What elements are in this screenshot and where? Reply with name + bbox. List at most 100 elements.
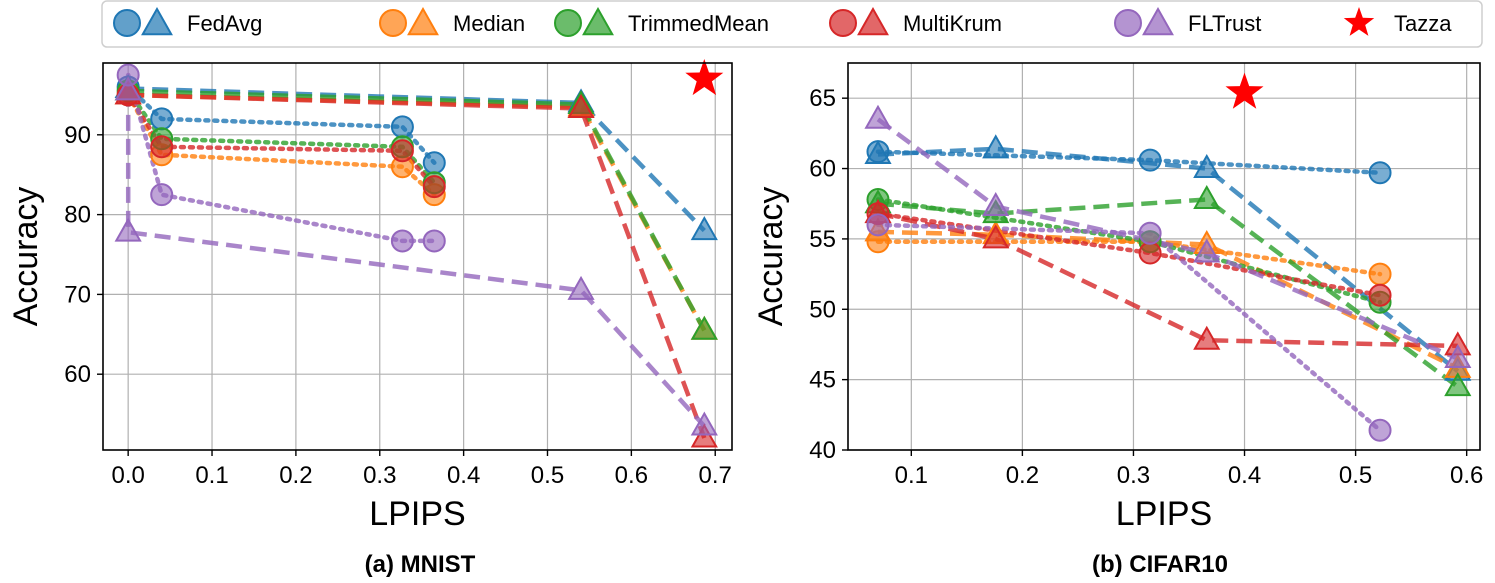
legend-item-trimmedmean: TrimmedMean [554,6,769,37]
data-point-multikrum [567,93,595,118]
data-point-fltrust [866,213,890,237]
legend-circle-icon [113,9,141,37]
grid [848,63,1480,451]
data-point-multikrum [422,175,446,199]
data-point-multikrum [390,139,414,163]
y-tick-label: 55 [809,226,836,253]
y-tick-label: 60 [809,156,836,183]
data-point-fltrust [690,411,718,436]
legend-label: FedAvg [187,11,262,36]
legend-item-tazza: Tazza [1343,7,1452,36]
series-line-trimmedmean-circle [125,88,437,185]
plot-area [864,104,1472,442]
data-point-multikrum [690,423,718,448]
axes-frame [847,62,1481,451]
axes-frame [102,62,733,451]
grid [103,63,732,450]
data-point-trimmedmean [1193,184,1221,210]
legend-triangle-icon [582,6,614,36]
legend-item-median: Median [379,6,525,37]
chart-panel-cifar10: 0.1 0.2 0.3 0.4 0.5 0.6 40 45 50 55 60 65 LPIPS Accur… [752,62,1483,578]
data-point-fltrust [1193,238,1221,263]
y-tick-label: 65 [809,85,836,112]
data-point-fedavg [690,216,718,241]
data-point-multikrum [982,224,1010,249]
data-point-fltrust [422,229,446,253]
x-axis-label: LPIPS [369,495,465,533]
x-tick-label: 0.2 [1006,462,1039,489]
y-tick-label: 60 [64,361,91,388]
x-tick-label: 0.0 [111,462,144,489]
x-tick-label: 0.4 [1228,462,1261,489]
y-tick-label: 45 [809,367,836,394]
legend-label: Median [453,11,525,36]
legend-circle-icon [829,9,857,37]
x-axis-label: LPIPS [1116,495,1212,533]
panel-caption: (a) MNIST [365,551,476,578]
data-point-multikrum [150,135,174,159]
series-line-median-circle [125,92,437,197]
x-tick-label: 0.5 [1339,462,1372,489]
data-point-fltrust [1368,418,1392,442]
legend-label: TrimmedMean [628,11,769,36]
y-tick-label: 40 [809,437,836,464]
x-tick-label: 0.4 [447,462,480,489]
data-point-fedavg [864,139,892,164]
data-point-fltrust [150,183,174,207]
series-line-fltrust-circle [875,222,1383,433]
y-axis-label: Accuracy [752,187,790,327]
data-point-fltrust [567,275,595,300]
x-tick-label: 0.1 [195,462,228,489]
data-point-fedavg [1193,154,1221,179]
legend-star-icon [1343,7,1375,36]
x-tick-label: 0.2 [279,462,312,489]
series-line-fltrust-triangle [876,117,1459,361]
legend-label: FLTrust [1188,11,1261,36]
x-tick-label: 0.5 [531,462,564,489]
tazza-star-point [685,59,724,96]
series-line-fedavg-circle [125,84,437,165]
series-line-fltrust-circle [125,72,437,244]
tazza-star-point [1225,72,1264,109]
data-point-median [1368,262,1392,286]
series-line-trimmedmean-triangle [128,88,707,332]
chart-panel-mnist: 0.0 0.1 0.2 0.3 0.4 0.5 0.6 0.7 60 70 80 90 LPIPS Acc… [7,59,733,578]
y-axis-label: Accuracy [7,187,45,327]
legend-label: MultiKrum [903,11,1002,36]
data-point-trimmedmean [1444,372,1472,397]
data-point-fedavg [422,151,446,175]
legend-triangle-icon [141,6,173,36]
legend: FedAvg Median TrimmedMean MultiKrum FLTrust T… [101,0,1483,48]
y-tick-label: 70 [64,281,91,308]
data-point-trimmedmean [690,315,718,340]
data-point-multikrum [1193,325,1221,350]
x-tick-label: 0.1 [895,462,928,489]
legend-circle-icon [1114,9,1142,37]
data-point-fedavg [150,107,174,131]
legend-item-multikrum: MultiKrum [829,6,1002,37]
x-tick-label: 0.6 [1450,462,1483,489]
data-point-fedavg [1138,148,1162,172]
legend-circle-icon [379,9,407,37]
data-point-fedavg [982,134,1010,159]
data-point-fltrust [1138,221,1162,245]
data-point-fltrust [1444,343,1472,369]
series-line-fltrust-triangle [125,90,706,428]
series-line-median-triangle [877,229,1459,371]
legend-item-fedavg: FedAvg [113,6,262,37]
legend-item-fltrust: FLTrust [1114,6,1261,37]
y-tick-label: 80 [64,202,91,229]
series-line-multikrum-circle [125,92,437,189]
x-tick-label: 0.3 [1117,462,1150,489]
panel-caption: (b) CIFAR10 [1092,551,1228,578]
legend-triangle-icon [1142,6,1174,36]
x-tick-label: 0.6 [615,462,648,489]
series-line-median-circle [875,239,1383,277]
data-point-fltrust [114,76,142,101]
data-point-fltrust [390,229,414,253]
data-point-multikrum [1138,241,1162,265]
series-line-multikrum-triangle [128,92,707,439]
legend-triangle-icon [857,6,889,36]
legend-label: Tazza [1394,11,1452,36]
